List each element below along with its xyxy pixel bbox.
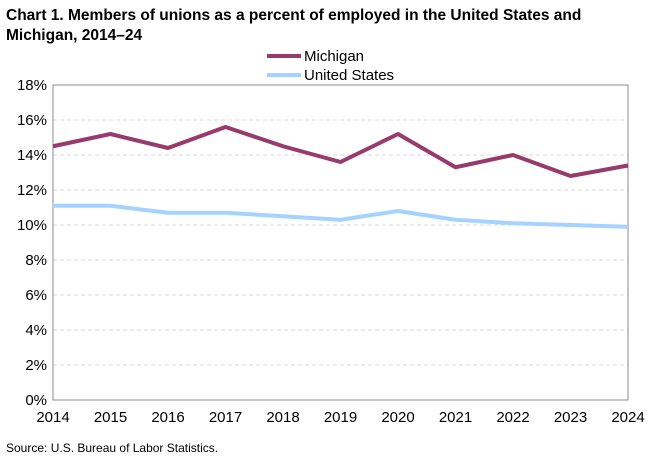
plot-area (52, 84, 629, 401)
x-tick-label: 2017 (209, 409, 242, 426)
y-tick-label: 0% (25, 392, 47, 409)
y-tick-label: 14% (17, 147, 47, 164)
y-tick-label: 12% (17, 182, 47, 199)
series-lines (52, 125, 629, 229)
x-tick-label: 2019 (324, 409, 357, 426)
y-tick-label: 18% (17, 77, 47, 94)
legend-label-united-states: United States (304, 67, 394, 84)
y-tick-label: 6% (25, 287, 47, 304)
y-axis: 0% 2% 4% 6% 8% 10% 12% 14% 16% 18% (17, 77, 47, 409)
y-tick-label: 4% (25, 322, 47, 339)
x-tick-label: 2018 (266, 409, 299, 426)
chart-title: Chart 1. Members of unions as a percent … (6, 7, 582, 44)
y-tick-label: 10% (17, 217, 47, 234)
series-line-united-states (53, 203, 629, 229)
y-tick-label: 16% (17, 112, 47, 129)
x-tick-label: 2022 (496, 409, 529, 426)
series-line-michigan (52, 125, 629, 178)
x-tick-label: 2020 (381, 409, 414, 426)
y-tick-label: 2% (25, 357, 47, 374)
source-note: Source: U.S. Bureau of Labor Statistics. (6, 441, 219, 455)
x-tick-label: 2021 (439, 409, 472, 426)
legend: Michigan United States (267, 48, 394, 84)
gridlines (53, 119, 628, 366)
legend-label-michigan: Michigan (304, 48, 364, 65)
x-tick-label: 2016 (151, 409, 184, 426)
y-tick-label: 8% (25, 252, 47, 269)
x-tick-label: 2024 (611, 409, 644, 426)
x-axis: 2014 2015 2016 2017 2018 2019 2020 2021 2022 2023… (36, 409, 644, 426)
x-tick-label: 2023 (554, 409, 587, 426)
x-tick-label: 2015 (94, 409, 127, 426)
x-tick-label: 2014 (36, 409, 69, 426)
